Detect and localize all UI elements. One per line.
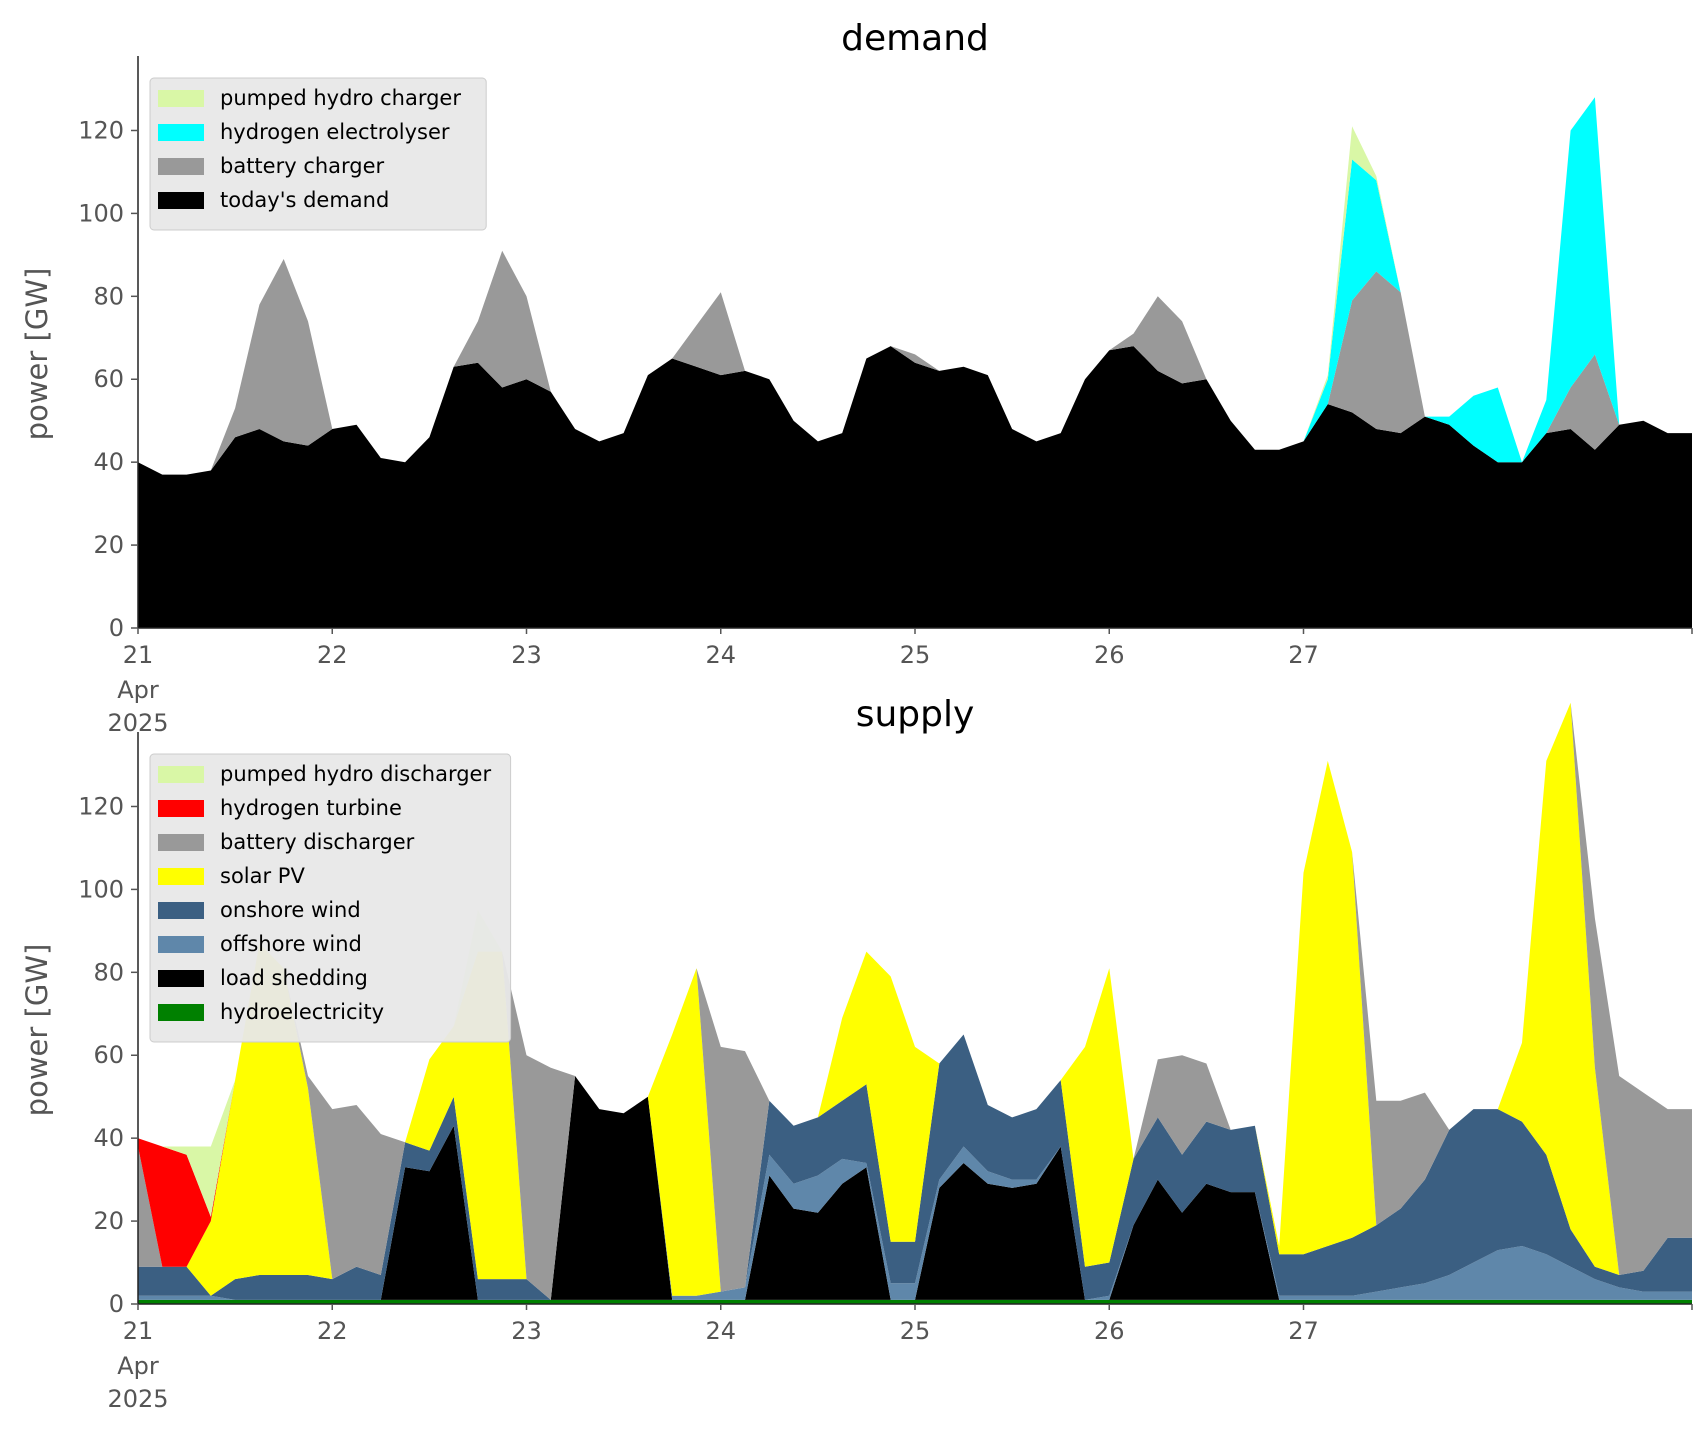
y-tick-label: 120 xyxy=(78,792,124,820)
area-hydrogen-electrolyser xyxy=(138,97,1692,475)
legend-label-hydroelectricity: hydroelectricity xyxy=(220,1000,384,1024)
x-tick-label: 24 xyxy=(705,641,736,669)
x-tick-label: 23 xyxy=(511,1317,542,1345)
legend-frame xyxy=(149,753,512,1043)
y-tick-label: 0 xyxy=(109,614,124,642)
area-offshore-wind xyxy=(138,1076,1692,1300)
x-tick-label: 26 xyxy=(1094,1317,1125,1345)
legend-frame xyxy=(149,77,487,231)
x-tick-sublabel: 2025 xyxy=(107,1385,168,1413)
y-tick-label: 100 xyxy=(78,199,124,227)
legend-label-battery-discharger: battery discharger xyxy=(220,830,415,854)
y-tick-label: 20 xyxy=(93,1207,124,1235)
x-tick-sublabel: Apr xyxy=(117,1352,159,1380)
legend-label-solar-pv: solar PV xyxy=(220,864,305,888)
area-today-s-demand xyxy=(138,346,1692,628)
x-tick-label: 22 xyxy=(317,641,348,669)
legend-swatch-pumped-hydro-charger xyxy=(158,90,204,107)
legend-swatch-onshore-wind xyxy=(158,902,204,919)
y-tick-label: 60 xyxy=(93,365,124,393)
legend-swatch-load-shedding xyxy=(158,970,204,987)
area-load-shedding xyxy=(138,1076,1692,1300)
y-tick-label: 40 xyxy=(93,448,124,476)
x-tick-label: 26 xyxy=(1094,641,1125,669)
legend-swatch-battery-discharger xyxy=(158,834,204,851)
legend: pumped hydro discharger hydrogen turbine b… xyxy=(149,753,512,1043)
y-tick-label: 40 xyxy=(93,1124,124,1152)
legend-label-battery-charger: battery charger xyxy=(220,154,385,178)
y-tick-label: 0 xyxy=(109,1290,124,1318)
legend-swatch-offshore-wind xyxy=(158,936,204,953)
x-tick-label: 27 xyxy=(1288,1317,1319,1345)
chart-title: demand xyxy=(841,18,989,59)
x-tick-sublabel: Apr xyxy=(117,676,159,704)
area-battery-discharger xyxy=(138,702,1692,1300)
y-tick-label: 80 xyxy=(93,282,124,310)
area-onshore-wind xyxy=(138,1034,1692,1300)
x-tick-label: 21 xyxy=(123,641,154,669)
x-tick-label: 25 xyxy=(900,1317,931,1345)
x-tick-label: 24 xyxy=(705,1317,736,1345)
x-tick-label: 27 xyxy=(1288,641,1319,669)
legend-label-onshore-wind: onshore wind xyxy=(220,898,361,922)
x-tick-label: 22 xyxy=(317,1317,348,1345)
x-tick-label: 23 xyxy=(511,641,542,669)
chart-title: supply xyxy=(856,694,975,735)
legend-swatch-hydrogen-turbine xyxy=(158,800,204,817)
x-tick-label: 25 xyxy=(900,641,931,669)
legend-label-pumped-hydro-discharger: pumped hydro discharger xyxy=(220,762,491,786)
y-tick-label: 100 xyxy=(78,875,124,903)
y-tick-label: 20 xyxy=(93,531,124,559)
y-tick-label: 80 xyxy=(93,958,124,986)
legend-swatch-today-s-demand xyxy=(158,192,204,209)
area-layers xyxy=(138,702,1692,1304)
y-tick-label: 120 xyxy=(78,116,124,144)
legend-swatch-pumped-hydro-discharger xyxy=(158,766,204,783)
legend: pumped hydro charger hydrogen electrolyse… xyxy=(149,77,487,231)
legend-swatch-battery-charger xyxy=(158,158,204,175)
y-tick-label: 60 xyxy=(93,1041,124,1069)
area-hydroelectricity xyxy=(138,1299,1692,1304)
legend-swatch-solar-pv xyxy=(158,868,204,885)
area-solar-pv xyxy=(138,702,1692,1300)
legend-label-today-s-demand: today's demand xyxy=(220,188,389,212)
x-tick-label: 21 xyxy=(123,1317,154,1345)
supply-panel: supply 0 20 40 60 80 100 120 power [GW] 21 Apr 2025… xyxy=(20,694,1693,1413)
y-axis-label: power [GW] xyxy=(20,944,54,1117)
y-axis-label: power [GW] xyxy=(20,268,54,441)
legend-label-pumped-hydro-charger: pumped hydro charger xyxy=(220,86,461,110)
area-battery-charger xyxy=(138,250,1692,475)
legend-swatch-hydrogen-electrolyser xyxy=(158,124,204,141)
legend-label-hydrogen-electrolyser: hydrogen electrolyser xyxy=(220,120,450,144)
legend-label-offshore-wind: offshore wind xyxy=(220,932,362,956)
legend-swatch-hydroelectricity xyxy=(158,1004,204,1021)
legend-label-load-shedding: load shedding xyxy=(220,966,368,990)
area-layers xyxy=(138,97,1692,628)
legend-label-hydrogen-turbine: hydrogen turbine xyxy=(220,796,402,820)
